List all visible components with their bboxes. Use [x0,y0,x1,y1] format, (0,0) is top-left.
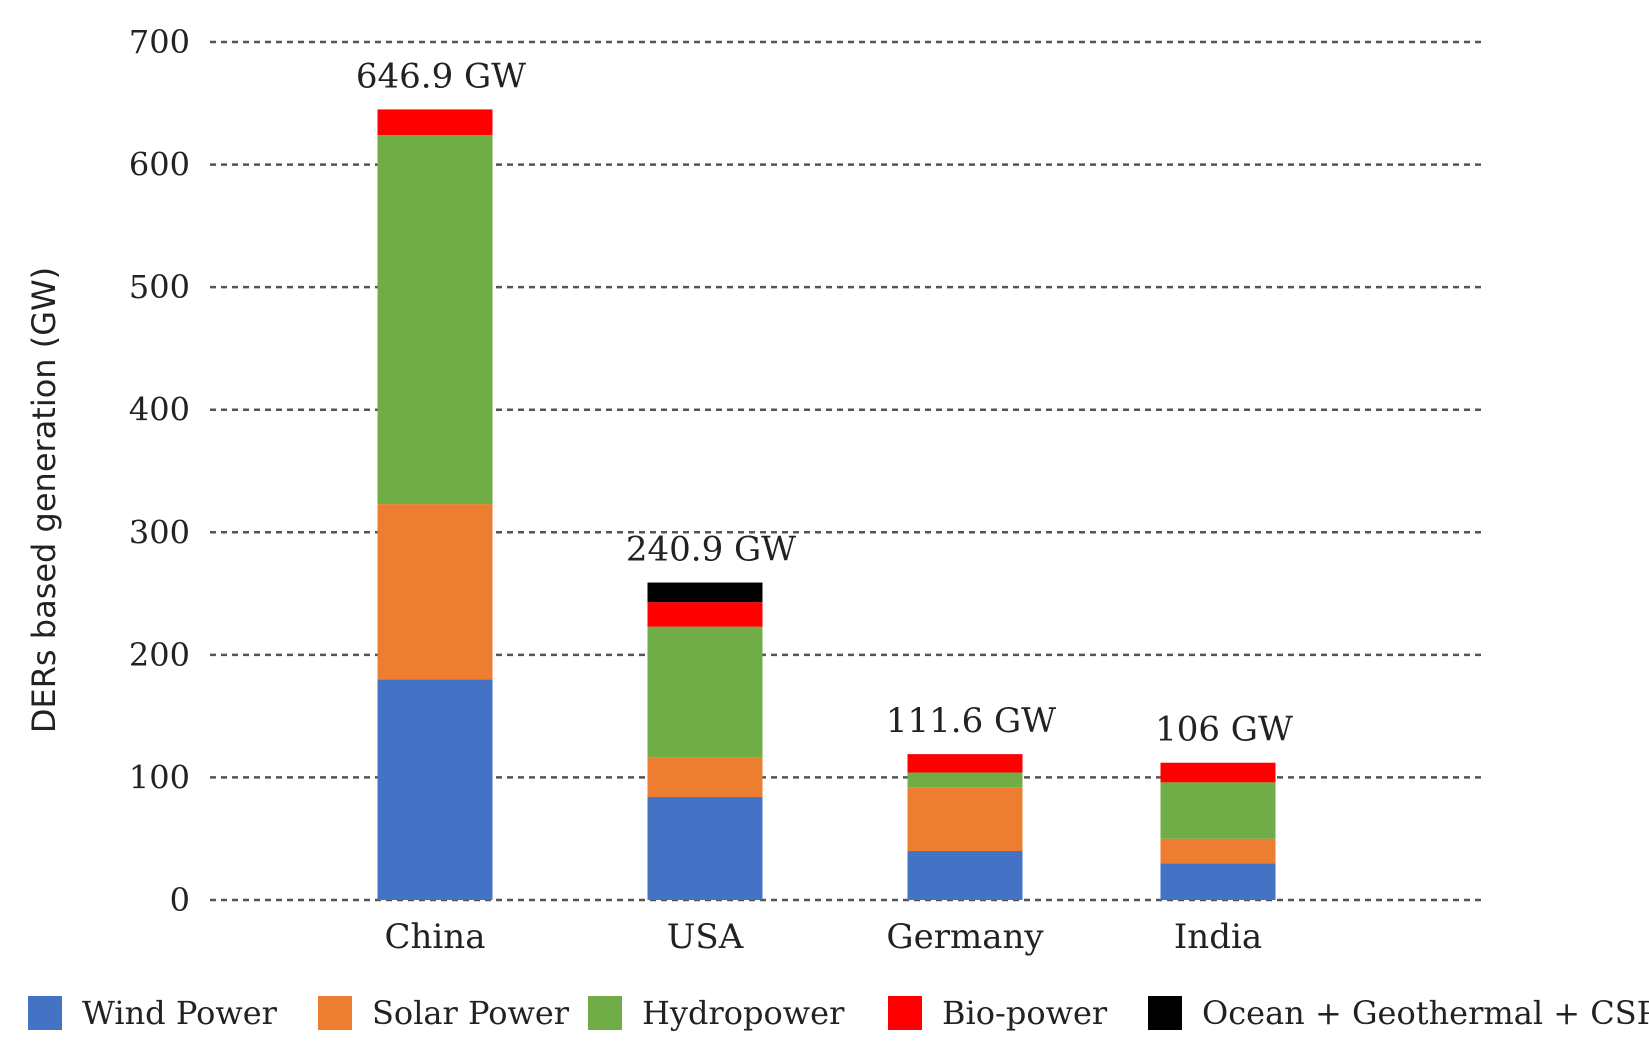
category-label-usa: USA [667,917,744,957]
y-tick-label: 700 [129,23,190,61]
y-axis-ticks: 0 100 200 300 400 500 600 700 [129,23,190,919]
bar-china-hydropower [377,135,493,505]
bar-usa-wind-power [647,797,763,900]
x-axis-categories: China USA Germany India [385,917,1263,957]
bar-germany-wind-power [907,850,1023,900]
legend-swatch [318,996,352,1030]
bar-usa-ocean-geothermal-csp [647,582,763,603]
legend-swatch [588,996,622,1030]
bar-germany-hydropower [907,772,1023,788]
legend-label: Hydropower [642,994,845,1032]
category-label-germany: Germany [886,917,1044,957]
y-axis-title: DERs based generation (GW) [25,267,63,733]
legend: Wind Power Solar Power Hydropower Bio-power… [28,994,1649,1032]
legend-label: Wind Power [82,994,278,1032]
legend-label: Bio-power [942,994,1108,1032]
legend-swatch [1148,996,1182,1030]
y-tick-label: 400 [129,391,190,429]
total-label-china: 646.9 GW [356,56,526,96]
y-tick-label: 200 [129,636,190,674]
bars [377,109,1276,900]
total-label-india: 106 GW [1155,710,1293,750]
y-tick-label: 500 [129,268,190,306]
bar-india-solar-power [1160,838,1276,864]
category-label-china: China [385,917,486,957]
y-tick-label: 600 [129,146,190,184]
bar-india-bio-power [1160,762,1276,783]
category-label-india: India [1174,917,1262,957]
legend-label: Ocean + Geothermal + CSP [1202,994,1649,1032]
legend-swatch [28,996,62,1030]
y-tick-label: 0 [170,881,190,919]
bar-germany-solar-power [907,787,1023,851]
bar-usa-hydropower [647,626,763,758]
bar-china-solar-power [377,504,493,680]
legend-swatch [888,996,922,1030]
total-label-usa: 240.9 GW [626,530,796,570]
legend-label: Solar Power [372,994,570,1032]
bar-germany-bio-power [907,754,1023,773]
bar-china-bio-power [377,109,493,136]
bar-india-hydropower [1160,782,1276,839]
bar-usa-solar-power [647,757,763,798]
total-label-germany: 111.6 GW [886,701,1056,741]
bar-usa-bio-power [647,602,763,627]
bar-total-labels: 646.9 GW 240.9 GW 111.6 GW 106 GW [356,56,1293,749]
y-tick-label: 300 [129,513,190,551]
y-tick-label: 100 [129,758,190,796]
bar-india-wind-power [1160,863,1276,900]
bar-china-wind-power [377,679,493,900]
